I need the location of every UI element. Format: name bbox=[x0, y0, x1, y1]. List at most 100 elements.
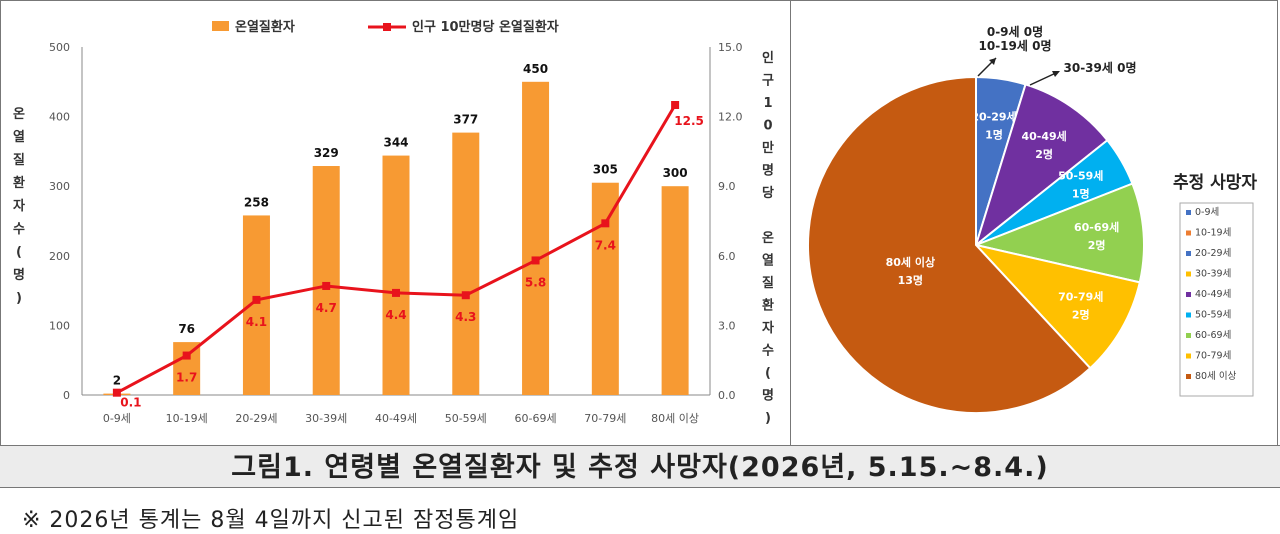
pie-slice-label: 20-29세 bbox=[971, 109, 1016, 123]
left-y-tick-label: 200 bbox=[49, 250, 70, 263]
x-tick-label: 70-79세 bbox=[584, 412, 626, 425]
right-axis-title-char: 구 bbox=[762, 74, 774, 89]
rate-value-label: 12.5 bbox=[674, 114, 704, 128]
x-tick-label: 20-29세 bbox=[235, 412, 277, 425]
right-axis-title-char: 인 bbox=[762, 50, 774, 66]
rate-value-label: 5.8 bbox=[525, 275, 546, 289]
legend-marker-line bbox=[383, 23, 391, 31]
right-axis-title-char: 명 bbox=[762, 163, 774, 179]
rate-value-label: 4.7 bbox=[316, 301, 337, 315]
left-axis-title-char: ) bbox=[16, 291, 22, 306]
rate-marker bbox=[601, 219, 610, 228]
pie-slice-value: 1명 bbox=[1072, 187, 1090, 201]
x-tick-label: 0-9세 bbox=[103, 412, 131, 425]
pie-legend-swatch bbox=[1186, 271, 1191, 277]
bar-value-label: 305 bbox=[593, 163, 618, 177]
pie-slice-value: 2명 bbox=[1072, 307, 1090, 321]
bar-value-label: 300 bbox=[663, 166, 688, 180]
rate-marker bbox=[531, 256, 540, 265]
bar-value-label: 329 bbox=[314, 146, 339, 160]
pie-title: 추정 사망자 bbox=[1173, 173, 1257, 193]
left-axis-title-char: 환 bbox=[13, 175, 25, 191]
rate-marker bbox=[392, 288, 400, 297]
right-axis-title-char: 환 bbox=[762, 298, 774, 314]
pie-slice-label: 70-79세 bbox=[1058, 289, 1103, 303]
pie-slice bbox=[972, 182, 1145, 284]
pie-slice-value: 13명 bbox=[898, 273, 923, 287]
right-axis-title-char: 만 bbox=[762, 140, 774, 156]
right-y-tick-label: 15.0 bbox=[718, 41, 743, 54]
bar bbox=[382, 155, 410, 395]
bar bbox=[661, 186, 689, 395]
pie-legend-swatch bbox=[1186, 251, 1191, 256]
rate-marker bbox=[322, 281, 331, 290]
pie-slice-label: 80세 이상 bbox=[886, 255, 936, 269]
figure-canvas: 0 100 200 300 400 500 0.0 3.0 6.0 9.0 12.0 15.0 0-9세… bbox=[13, 19, 1257, 426]
rate-marker bbox=[671, 101, 680, 109]
panel-divider bbox=[790, 0, 791, 445]
bar-value-label: 450 bbox=[523, 62, 548, 76]
x-tick-label: 40-49세 bbox=[375, 412, 417, 425]
rate-value-label: 7.4 bbox=[595, 238, 616, 252]
pie-callout-arrow bbox=[1052, 71, 1060, 77]
left-axis-title-char: 온 bbox=[13, 107, 25, 122]
pie-legend-swatch bbox=[1186, 333, 1191, 338]
pie-legend-label: 50-59세 bbox=[1195, 310, 1231, 321]
left-axis-title-char: 명 bbox=[13, 267, 25, 283]
bar-value-label: 344 bbox=[383, 136, 408, 150]
pie-slice-value: 2명 bbox=[1088, 238, 1106, 252]
right-y-tick-label: 3.0 bbox=[718, 319, 736, 332]
rate-marker bbox=[252, 295, 261, 304]
x-tick-label: 10-19세 bbox=[166, 412, 208, 425]
legend-label-bar: 온열질환자 bbox=[235, 19, 295, 35]
pie-slice-value: 1명 bbox=[985, 127, 1003, 141]
right-axis-title-char: 명 bbox=[762, 388, 774, 404]
pie-legend-swatch bbox=[1186, 353, 1191, 359]
pie-slice-label: 50-59세 bbox=[1058, 169, 1103, 183]
pie-slice-label: 60-69세 bbox=[1074, 220, 1119, 234]
rate-value-label: 4.3 bbox=[455, 310, 476, 324]
pie-legend-label: 70-79세 bbox=[1195, 351, 1231, 362]
rate-value-label: 4.1 bbox=[246, 315, 267, 329]
bar-value-label: 2 bbox=[113, 374, 121, 388]
left-axis-title-char: 자 bbox=[13, 199, 25, 214]
x-tick-label: 50-59세 bbox=[445, 412, 487, 425]
pie-legend-swatch bbox=[1186, 374, 1191, 379]
pie-slice bbox=[974, 83, 1109, 248]
right-axis-title-char: 당 bbox=[762, 185, 774, 201]
right-axis-title-char: 1 bbox=[763, 96, 772, 111]
pie-legend-swatch bbox=[1186, 312, 1191, 318]
rate-value-label: 1.7 bbox=[176, 371, 197, 385]
pie-slice bbox=[973, 243, 1141, 370]
right-axis-title-char: 자 bbox=[762, 321, 774, 336]
left-y-tick-label: 400 bbox=[49, 111, 70, 124]
left-axis-title-char: ( bbox=[16, 245, 22, 260]
x-tick-label: 60-69세 bbox=[515, 412, 557, 425]
left-axis-title-char: 열 bbox=[13, 129, 25, 145]
left-axis-title-char: 질 bbox=[13, 153, 25, 168]
right-y-tick-label: 0.0 bbox=[718, 389, 736, 402]
right-y-tick-label: 12.0 bbox=[718, 111, 743, 124]
pie-legend-label: 0-9세 bbox=[1195, 207, 1219, 218]
bar bbox=[452, 132, 480, 395]
pie-legend-label: 10-19세 bbox=[1195, 228, 1231, 239]
footnote: ※ 2026년 통계는 8월 4일까지 신고된 잠정통계임 bbox=[22, 508, 520, 533]
pie-legend-swatch bbox=[1186, 230, 1191, 236]
pie-legend-swatch bbox=[1186, 292, 1191, 297]
right-axis-title-char: ( bbox=[765, 366, 771, 381]
right-y-tick-label: 9.0 bbox=[718, 180, 736, 193]
pie-legend-label: 40-49세 bbox=[1195, 289, 1231, 300]
rate-value-label: 0.1 bbox=[120, 396, 141, 410]
bar bbox=[173, 342, 201, 395]
pie-callout-arrow bbox=[989, 58, 996, 65]
pie-legend-label: 20-29세 bbox=[1195, 248, 1231, 259]
rate-value-label: 4.4 bbox=[385, 308, 406, 322]
pie-callout-label: 10-19세 0명 bbox=[979, 38, 1052, 53]
bar bbox=[522, 81, 550, 396]
pie-legend-box bbox=[1179, 202, 1254, 397]
pie-slice-label: 40-49세 bbox=[1021, 129, 1066, 143]
left-y-tick-label: 0 bbox=[63, 389, 70, 402]
legend-label-line: 인구 10만명당 온열질환자 bbox=[412, 19, 559, 35]
legend-swatch-bar bbox=[212, 21, 229, 31]
pie-legend-label: 80세 이상 bbox=[1195, 371, 1237, 382]
